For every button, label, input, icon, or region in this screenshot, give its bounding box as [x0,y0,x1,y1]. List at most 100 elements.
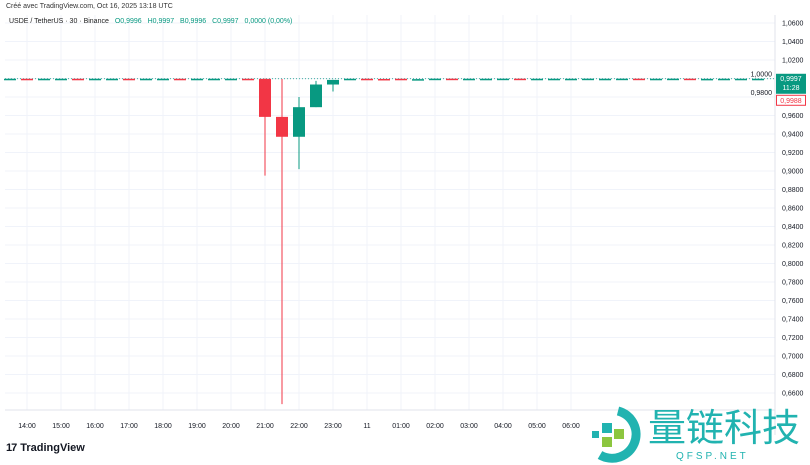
countdown-label: 11:28 [783,85,800,92]
credit-text: Créé avec TradingView.com, Oct 16, 2025 … [6,3,173,10]
candle-body [684,78,696,81]
x-tick-label: 17:00 [120,423,138,430]
x-tick-label: 23:00 [324,423,342,430]
y-tick-label: 0,7200 [782,335,804,342]
candle-body [310,84,322,108]
watermark-sub: QFSP.NET [676,451,749,462]
candle-body [701,78,713,81]
x-tick-label: 18:00 [154,423,172,430]
y-tick-label: 0,9200 [782,150,804,157]
candle-body [225,78,237,81]
candle-body [344,78,356,81]
candle-body [174,78,186,81]
y-tick-label: 0,8400 [782,224,804,231]
watermark-text: 量链科技 [648,406,801,450]
y-tick-label: 0,8800 [782,187,804,194]
y-tick-label: 0,8600 [782,206,804,213]
candle-body [633,78,645,81]
candle-body [752,78,764,81]
y-tick-label: 0,7000 [782,354,804,361]
y-tick-label: 0,9400 [782,132,804,139]
candle-body [446,78,458,81]
candle-body [55,78,67,81]
candle-body [327,79,339,85]
x-tick-label: 06:00 [562,423,580,430]
candle-body [735,78,747,81]
x-tick-label: 19:00 [188,423,206,430]
x-tick-label: 21:00 [256,423,274,430]
y-tick-label: 1,0400 [782,39,804,46]
candle-body [259,78,271,117]
candle-body [616,78,628,81]
candle-body [157,78,169,81]
y-tick-label: 0,7600 [782,298,804,305]
x-tick-label: 04:00 [494,423,512,430]
y-tick-label: 1,0000 [751,72,773,79]
y-tick-label: 0,8000 [782,261,804,268]
candle-body [395,78,407,81]
x-tick-label: 02:00 [426,423,444,430]
candle-body [89,78,101,81]
prev-close-label: 0,9988 [780,98,802,105]
y-tick-label: 0,9600 [782,113,804,120]
candle-body [21,78,33,81]
last-price-label: 0,9997 [780,76,802,83]
y-tick-label: 0,7400 [782,317,804,324]
candle-body [582,78,594,81]
candle-body [4,78,16,81]
change-value: 0,0000 (0,00%) [244,18,293,25]
candle-body [378,78,390,81]
candle-body [72,78,84,81]
close-value: C0,9997 [212,18,239,25]
candle-body [480,78,492,81]
candle-body [531,78,543,81]
candle-body [208,78,220,81]
candle-body [565,78,577,81]
y-tick-label: 0,9800 [751,90,773,97]
candle-body [497,78,509,81]
candle-body [667,78,679,81]
x-tick-label: 15:00 [52,423,70,430]
symbol-legend: USDE / TetherUS · 30 · Binance O0,9996 H… [9,17,292,26]
y-tick-label: 0,7800 [782,280,804,287]
x-tick-label: 03:00 [460,423,478,430]
candle-body [463,78,475,81]
candle-body [276,116,288,137]
x-tick-label: 22:00 [290,423,308,430]
candle-body [599,78,611,81]
x-tick-label: 20:00 [222,423,240,430]
tradingview-label: TradingView [20,442,85,454]
candle-body [140,78,152,81]
y-tick-label: 0,9000 [782,169,804,176]
candle-body [514,78,526,81]
x-tick-label: 05:00 [528,423,546,430]
x-tick-label: 14:00 [18,423,36,430]
x-tick-label: 01:00 [392,423,410,430]
tradingview-logo[interactable]: 17 TradingView [6,442,85,455]
candle-body [123,78,135,81]
tradingview-icon: 17 [6,442,17,454]
candle-body [242,78,254,81]
low-value: B0,9996 [180,18,207,25]
watermark: 量链科技 QFSP.NET [588,405,810,465]
x-tick-label: 16:00 [86,423,104,430]
candle-body [361,78,373,81]
high-value: H0,9997 [147,18,175,25]
candle-body [191,78,203,81]
candle-body [718,78,730,81]
last-price-badge [776,73,806,94]
candle-body [412,79,424,81]
candle-body [548,78,560,81]
prev-close-badge [776,94,806,106]
y-tick-label: 1,0600 [782,21,804,28]
y-tick-label: 0,6600 [782,391,804,398]
y-tick-label: 1,0200 [782,58,804,65]
y-tick-label: 0,8200 [782,243,804,250]
candle-body [293,107,305,137]
open-value: O0,9996 [114,18,142,25]
y-tick-label: 0,6800 [782,372,804,379]
symbol-name[interactable]: USDE / TetherUS · 30 · Binance [9,18,109,25]
watermark-logo-icon [592,406,641,463]
